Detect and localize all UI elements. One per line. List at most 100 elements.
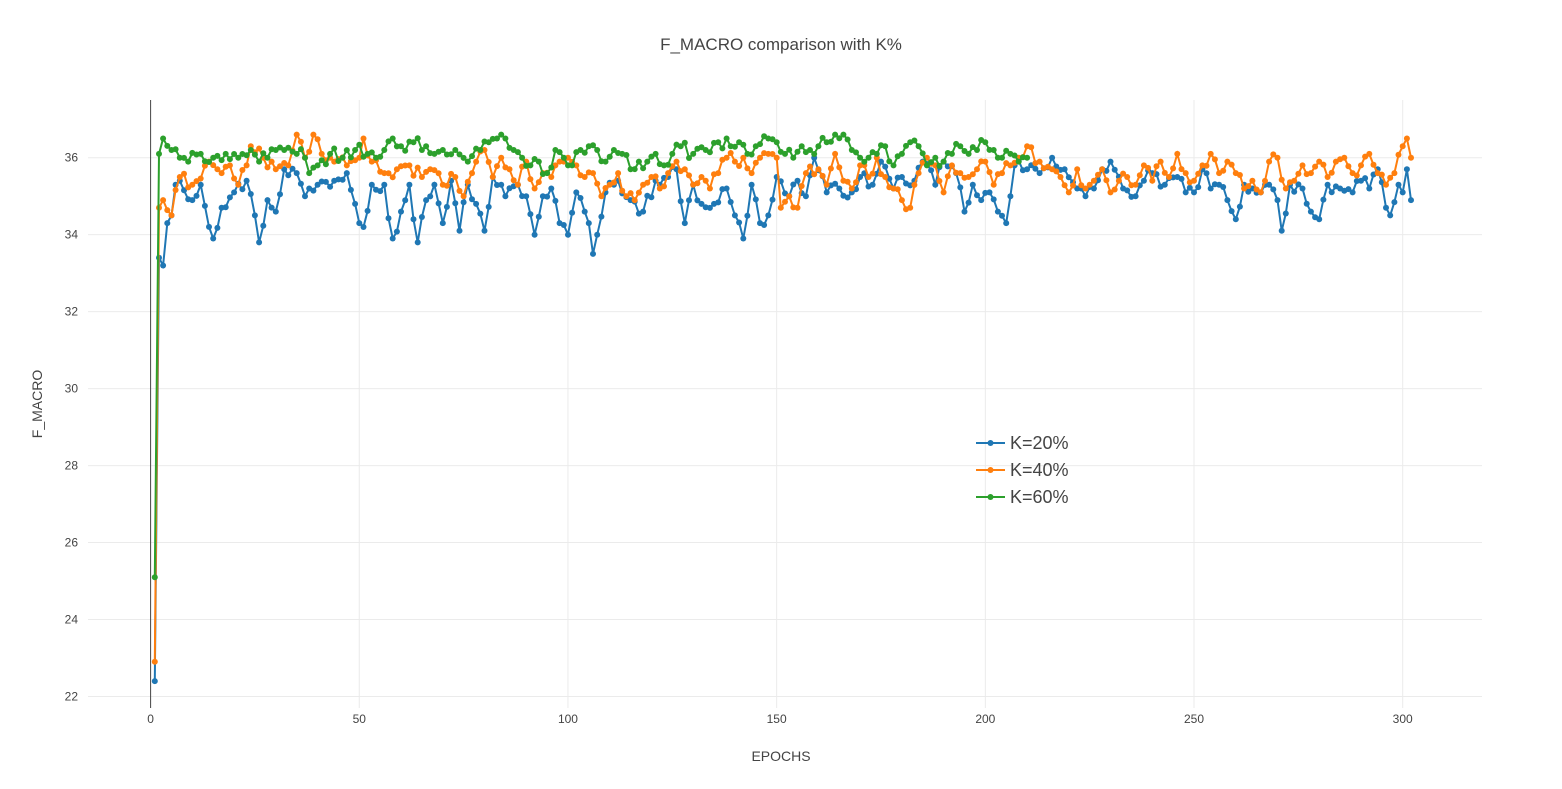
data-point — [1403, 135, 1410, 142]
data-point — [986, 146, 993, 153]
data-point — [531, 231, 538, 238]
data-point — [247, 147, 254, 153]
data-point — [606, 153, 613, 160]
data-point — [990, 147, 997, 153]
data-point — [302, 193, 308, 200]
data-point — [681, 220, 688, 227]
data-point — [1207, 150, 1214, 157]
data-point — [748, 151, 755, 158]
data-point — [807, 147, 813, 153]
data-point — [794, 148, 801, 155]
data-point — [1345, 163, 1352, 170]
data-point — [1253, 186, 1260, 193]
data-point — [1095, 171, 1101, 178]
data-point — [1236, 172, 1243, 178]
data-point — [1145, 164, 1152, 171]
data-point — [769, 196, 776, 203]
data-point — [965, 199, 972, 206]
data-point — [715, 199, 722, 206]
data-point — [990, 196, 997, 203]
data-point — [1366, 185, 1373, 192]
data-point — [673, 158, 680, 165]
data-point — [719, 145, 726, 152]
data-point — [994, 208, 1001, 215]
data-point — [1065, 174, 1072, 181]
data-point — [464, 178, 471, 185]
data-point — [882, 143, 889, 150]
data-point — [368, 181, 375, 188]
x-tick-label: 300 — [1393, 712, 1413, 726]
data-point — [268, 158, 275, 165]
data-point — [535, 213, 542, 220]
data-point — [318, 157, 325, 164]
data-point — [264, 197, 271, 204]
data-point — [786, 146, 793, 153]
data-point — [635, 189, 642, 196]
data-point — [231, 151, 238, 157]
data-point — [306, 148, 313, 155]
data-point — [915, 170, 922, 177]
data-point — [769, 151, 776, 157]
data-point — [1249, 177, 1256, 184]
data-point — [381, 181, 388, 188]
data-point — [389, 235, 396, 242]
legend-item[interactable]: K=40% — [976, 460, 1069, 480]
data-point — [151, 678, 158, 685]
data-point — [439, 220, 446, 227]
data-point — [1295, 170, 1302, 177]
data-point — [740, 235, 747, 242]
data-point — [898, 150, 905, 157]
data-point — [940, 189, 947, 196]
data-point — [377, 153, 384, 160]
data-point — [681, 166, 688, 173]
data-point — [356, 220, 363, 227]
data-point — [1320, 161, 1327, 168]
data-point — [331, 145, 338, 152]
data-point — [473, 200, 480, 207]
data-point — [736, 219, 743, 226]
data-point — [661, 183, 667, 190]
data-point — [581, 208, 588, 215]
data-point — [565, 162, 571, 169]
data-point — [1391, 170, 1398, 177]
data-point — [423, 197, 430, 204]
data-point — [686, 172, 692, 179]
data-point — [197, 175, 204, 182]
data-point — [1132, 181, 1139, 188]
data-point — [201, 162, 208, 169]
data-point — [339, 176, 346, 183]
data-point — [598, 213, 605, 220]
data-point — [552, 197, 559, 204]
data-point — [1140, 177, 1147, 184]
data-point — [573, 162, 580, 169]
data-point — [907, 204, 914, 211]
legend-label: K=60% — [1010, 487, 1069, 507]
legend-item[interactable]: K=20% — [976, 433, 1069, 453]
data-point — [640, 208, 647, 215]
data-point — [723, 185, 730, 192]
data-point — [1387, 174, 1394, 181]
data-point — [206, 223, 212, 230]
data-point — [377, 188, 384, 195]
data-point — [598, 193, 605, 200]
data-point — [969, 171, 976, 178]
data-point — [723, 135, 730, 142]
data-point — [251, 212, 258, 219]
data-point — [314, 136, 321, 143]
data-point — [823, 181, 830, 188]
data-point — [765, 150, 772, 157]
data-point — [1282, 210, 1289, 217]
data-point — [548, 174, 555, 180]
legend-item[interactable]: K=60% — [976, 487, 1069, 507]
data-point — [364, 207, 371, 214]
data-point — [1207, 185, 1214, 192]
data-point — [1082, 193, 1089, 200]
data-point — [1049, 154, 1056, 161]
data-point — [235, 154, 242, 161]
data-point — [681, 139, 688, 146]
data-point — [1090, 177, 1097, 184]
data-point — [944, 173, 951, 180]
data-point — [164, 207, 171, 214]
data-point — [731, 143, 738, 150]
data-point — [1099, 166, 1106, 173]
